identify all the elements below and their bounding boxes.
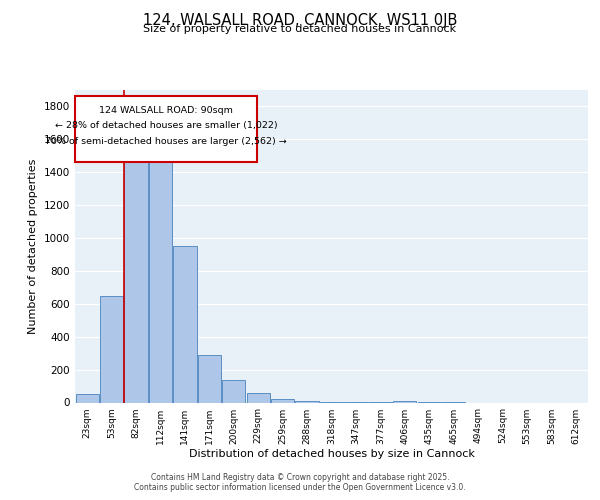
Bar <box>100 296 123 403</box>
Bar <box>247 392 270 402</box>
Bar <box>76 394 99 402</box>
Text: 70% of semi-detached houses are larger (2,562) →: 70% of semi-detached houses are larger (… <box>45 137 287 146</box>
FancyBboxPatch shape <box>75 96 257 162</box>
Text: ← 28% of detached houses are smaller (1,022): ← 28% of detached houses are smaller (1,… <box>55 121 277 130</box>
X-axis label: Distribution of detached houses by size in Cannock: Distribution of detached houses by size … <box>188 450 475 460</box>
Bar <box>149 158 172 402</box>
Bar <box>295 401 319 402</box>
Bar <box>393 401 416 402</box>
Bar <box>173 246 197 402</box>
Bar <box>271 399 294 402</box>
Text: Contains HM Land Registry data © Crown copyright and database right 2025.
Contai: Contains HM Land Registry data © Crown c… <box>134 473 466 492</box>
Bar <box>198 355 221 403</box>
Bar <box>222 380 245 402</box>
Text: Size of property relative to detached houses in Cannock: Size of property relative to detached ho… <box>143 24 457 34</box>
Text: 124, WALSALL ROAD, CANNOCK, WS11 0JB: 124, WALSALL ROAD, CANNOCK, WS11 0JB <box>143 12 457 28</box>
Text: 124 WALSALL ROAD: 90sqm: 124 WALSALL ROAD: 90sqm <box>99 106 233 114</box>
Bar <box>124 158 148 402</box>
Y-axis label: Number of detached properties: Number of detached properties <box>28 158 38 334</box>
